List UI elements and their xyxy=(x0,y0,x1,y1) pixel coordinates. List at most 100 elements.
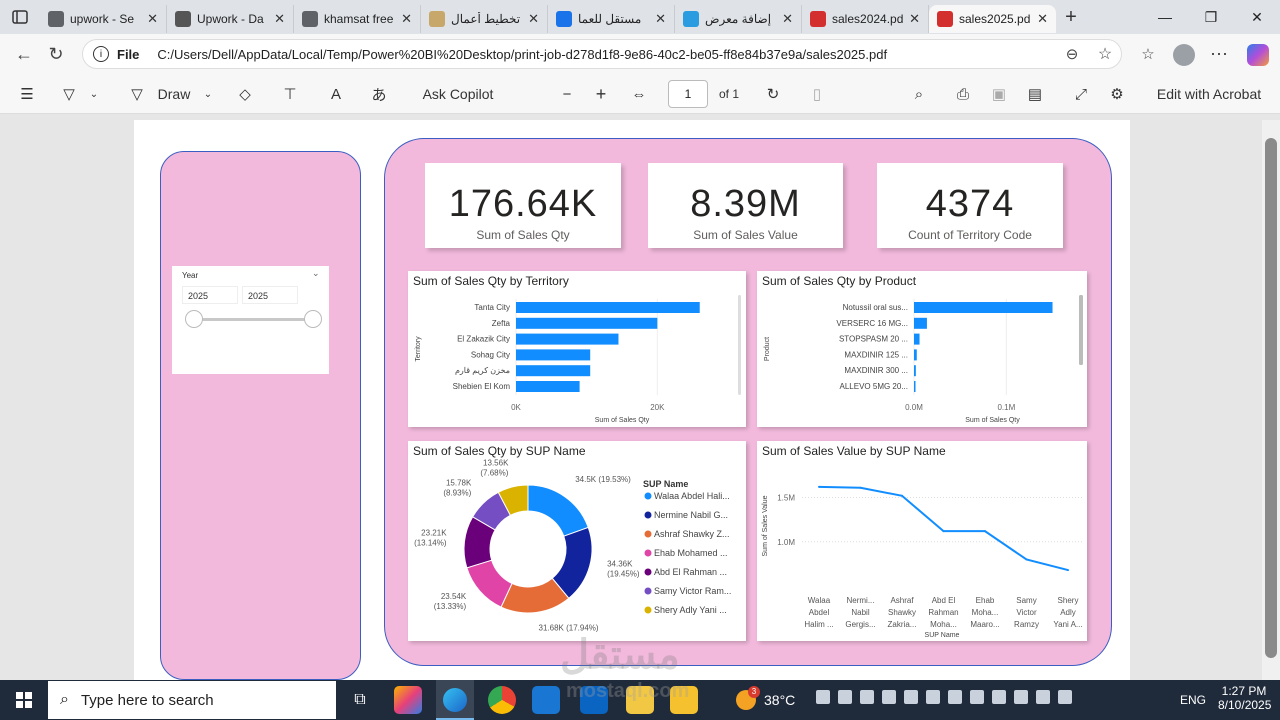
tab-actions-icon[interactable] xyxy=(0,0,40,34)
volume-icon[interactable] xyxy=(992,690,1006,704)
category-label: El Zakazik City xyxy=(457,335,510,344)
task-view-icon[interactable]: ⧉ xyxy=(354,691,366,708)
bluetooth-icon[interactable] xyxy=(882,690,896,704)
taskbar-search[interactable]: ⌕ Type here to search xyxy=(48,681,336,719)
erase-icon[interactable]: ◇ xyxy=(239,86,251,103)
sync-icon[interactable] xyxy=(860,690,874,704)
back-icon[interactable]: ← xyxy=(15,43,33,64)
powerbi-icon[interactable] xyxy=(926,690,940,704)
scrollbar[interactable] xyxy=(1262,120,1280,680)
text-icon[interactable]: ⊤ xyxy=(283,86,297,103)
read-aloud-icon[interactable]: A xyxy=(330,85,341,103)
copilot-icon[interactable] xyxy=(1247,44,1269,66)
chrome-taskbar-icon[interactable] xyxy=(488,686,516,714)
chart-territory[interactable]: Sum of Sales Qty by Territory Territory 0… xyxy=(408,271,746,427)
tab-label: upwork - Se xyxy=(70,12,135,26)
close-tab-icon[interactable]: ✕ xyxy=(147,11,158,26)
windows-start-icon[interactable] xyxy=(0,680,48,720)
tab-label: Upwork - Da xyxy=(197,12,264,26)
year-from-input[interactable]: 2025 xyxy=(182,286,238,304)
chevron-down-icon[interactable]: ⌄ xyxy=(312,268,320,278)
close-tab-icon[interactable]: ✕ xyxy=(274,11,285,26)
info-icon[interactable]: i xyxy=(93,46,109,62)
close-tab-icon[interactable]: ✕ xyxy=(1037,11,1048,26)
weather-temp[interactable]: 38°C xyxy=(764,692,796,708)
ask-copilot-button[interactable]: Ask Copilot xyxy=(422,86,494,102)
chart-product[interactable]: Sum of Sales Qty by Product Product 0.0M 0… xyxy=(757,271,1087,427)
copilot-taskbar-icon[interactable] xyxy=(394,686,422,714)
more-icon[interactable]: ⋯ xyxy=(1210,43,1228,64)
chart-sup-value[interactable]: Sum of Sales Value by SUP Name 1.5M 1.0M W… xyxy=(757,441,1087,641)
x-tick-label: 0K xyxy=(511,403,521,412)
close-tab-icon[interactable]: ✕ xyxy=(401,11,412,26)
close-tab-icon[interactable]: ✕ xyxy=(782,11,793,26)
reload-icon[interactable]: ↻ xyxy=(48,43,64,64)
browser-tab[interactable]: khamsat free ✕ xyxy=(294,5,421,33)
close-window-button[interactable]: ✕ xyxy=(1251,8,1263,25)
chart-sup-qty[interactable]: Sum of Sales Qty by SUP Name 34.5K (19.5… xyxy=(408,441,746,641)
favorite-star-icon[interactable]: ☆ xyxy=(1097,46,1113,63)
settings-gear-icon[interactable]: ⚙ xyxy=(1110,86,1124,103)
minimize-button[interactable]: — xyxy=(1158,9,1172,25)
close-tab-icon[interactable]: ✕ xyxy=(655,11,666,26)
browser-tab[interactable]: تخطيط أعمال ✕ xyxy=(421,5,548,33)
browser-tab[interactable]: sales2025.pd ✕ xyxy=(929,5,1056,33)
draw-button[interactable]: Draw xyxy=(157,86,191,102)
wifi-icon[interactable] xyxy=(1036,690,1050,704)
highlight-icon[interactable]: ▽ xyxy=(63,86,75,103)
chevron-down-icon[interactable]: ⌄ xyxy=(89,88,99,100)
camera-icon[interactable] xyxy=(838,690,852,704)
translate-icon[interactable]: あ xyxy=(371,86,387,104)
outlook-taskbar-icon[interactable] xyxy=(580,686,608,714)
contents-icon[interactable]: ☰ xyxy=(20,86,34,103)
favorites-icon[interactable]: ☆ xyxy=(1141,46,1155,63)
data-label: (19.45%) xyxy=(607,570,640,579)
x-tick-label: 20K xyxy=(650,403,665,412)
security-icon[interactable] xyxy=(970,690,984,704)
year-slicer[interactable]: Year ⌄ 2025 2025 xyxy=(172,266,329,374)
zoom-out-icon[interactable]: − xyxy=(562,85,572,103)
language-indicator[interactable]: ENG xyxy=(1180,693,1207,707)
explorer-taskbar-icon[interactable] xyxy=(626,686,654,714)
zoom-icon[interactable]: ⊖ xyxy=(1065,46,1079,63)
network-icon[interactable] xyxy=(1014,690,1028,704)
print-icon[interactable]: ⎙ xyxy=(956,85,969,103)
search-icon[interactable]: ⌕ xyxy=(914,85,924,103)
url-field[interactable]: i File C:/Users/Dell/AppData/Local/Temp/… xyxy=(82,39,1122,69)
pen-icon[interactable] xyxy=(904,690,918,704)
clock[interactable]: 1:27 PM 8/10/2025 xyxy=(1218,684,1271,712)
chevron-down-icon[interactable]: ⌄ xyxy=(203,88,213,100)
rotate-icon[interactable]: ↻ xyxy=(766,86,780,103)
new-tab-button[interactable]: + xyxy=(1065,5,1077,28)
edge-taskbar-icon[interactable] xyxy=(436,680,474,720)
shield-icon[interactable] xyxy=(816,690,830,704)
save-icon[interactable]: ▣ xyxy=(991,86,1007,103)
bar xyxy=(516,333,619,345)
zoom-in-icon[interactable]: + xyxy=(595,83,607,104)
battery-icon[interactable] xyxy=(1058,690,1072,704)
fit-page-icon[interactable]: ⇔ xyxy=(631,85,647,103)
powerbi-taskbar-icon[interactable] xyxy=(670,686,698,714)
page-number-input[interactable]: 1 xyxy=(668,80,708,108)
year-to-input[interactable]: 2025 xyxy=(242,286,298,304)
save-as-icon[interactable]: ▤ xyxy=(1027,86,1043,103)
close-tab-icon[interactable]: ✕ xyxy=(909,11,920,26)
page-view-icon[interactable]: ▯ xyxy=(812,86,822,103)
browser-tab[interactable]: sales2024.pd ✕ xyxy=(802,5,929,33)
fullscreen-icon[interactable]: ⤢ xyxy=(1074,85,1087,103)
avatar[interactable] xyxy=(1173,44,1195,66)
draw-icon[interactable]: ▽ xyxy=(131,86,143,103)
store-taskbar-icon[interactable] xyxy=(532,686,560,714)
slider-handle-start[interactable] xyxy=(185,310,203,328)
close-tab-icon[interactable]: ✕ xyxy=(528,11,539,26)
edge-icon[interactable] xyxy=(948,690,962,704)
slider-handle-end[interactable] xyxy=(304,310,322,328)
browser-tab[interactable]: مستقل للعما ✕ xyxy=(548,5,675,33)
browser-tab[interactable]: upwork - Se ✕ xyxy=(40,5,167,33)
pdf-icon xyxy=(810,11,826,27)
browser-tab[interactable]: Upwork - Da ✕ xyxy=(167,5,294,33)
edit-with-acrobat-button[interactable]: Edit with Acrobat xyxy=(1156,86,1262,102)
maximize-button[interactable]: ❐ xyxy=(1204,8,1218,25)
browser-tab[interactable]: إضافة معرض ✕ xyxy=(675,5,802,33)
x-tick-label: Nermi... xyxy=(847,596,875,605)
